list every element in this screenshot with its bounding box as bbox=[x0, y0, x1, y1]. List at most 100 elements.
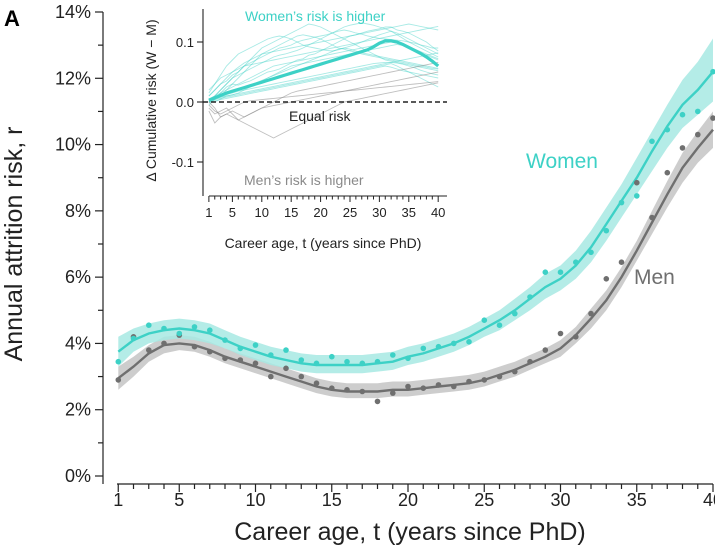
main-x-axis-title: Career age, t (years since PhD) bbox=[234, 518, 586, 546]
men-data-point bbox=[527, 358, 533, 365]
inset-y-tick-label: 0.1 bbox=[176, 35, 194, 50]
inset-x-axis-title: Career age, t (years since PhD) bbox=[225, 235, 422, 251]
main-x-tick-label: 1 bbox=[113, 490, 123, 510]
inset-x-tick-label: 30 bbox=[372, 205, 386, 220]
women-data-point bbox=[390, 352, 396, 358]
inset-women-trace bbox=[208, 61, 439, 100]
women-data-point bbox=[435, 343, 442, 350]
inset-women-trace bbox=[208, 26, 439, 106]
main-data-points bbox=[115, 68, 715, 405]
women-data-point bbox=[649, 138, 655, 145]
men-data-point bbox=[359, 388, 366, 395]
women-data-point bbox=[573, 259, 579, 266]
inset-x-tick-label: 35 bbox=[402, 205, 416, 220]
inset-women-trace bbox=[208, 52, 439, 101]
men-fit-line bbox=[117, 128, 714, 393]
inset-mean-trace bbox=[208, 39, 440, 102]
main-x-tick-label: 10 bbox=[245, 490, 265, 510]
women-data-point bbox=[344, 358, 350, 365]
inset-axes: 0.10.0-0.11 5 10 15 20 25 30 35 40 bbox=[172, 9, 447, 220]
inset-women-trace bbox=[208, 23, 439, 100]
main-x-tick-label: 25 bbox=[474, 490, 494, 510]
panel-label: A bbox=[4, 6, 20, 31]
inset-x-tick-label: 1 bbox=[205, 205, 212, 220]
men-data-point bbox=[634, 179, 640, 186]
men-data-point bbox=[237, 357, 244, 363]
women-data-point bbox=[222, 337, 228, 343]
men-data-point bbox=[390, 390, 396, 396]
women-data-point bbox=[679, 111, 686, 118]
main-x-tick-label: 40 bbox=[703, 490, 715, 510]
men-data-point bbox=[481, 377, 488, 383]
men-data-point bbox=[374, 398, 381, 405]
women-data-point bbox=[664, 126, 671, 133]
women-data-point bbox=[268, 352, 274, 358]
main-y-axis-title: Annual attrition risk, r bbox=[0, 127, 28, 362]
men-data-point bbox=[420, 385, 427, 392]
inset-women-trace bbox=[208, 34, 439, 103]
women-data-point bbox=[420, 345, 427, 352]
main-x-tick-label: 20 bbox=[398, 490, 418, 510]
men-data-point bbox=[573, 334, 579, 340]
women-data-point bbox=[496, 322, 503, 329]
men-data-point bbox=[695, 131, 701, 138]
inset-y-axis-title: Δ Cumulative risk (W − M) bbox=[143, 19, 159, 181]
women-data-point bbox=[557, 269, 564, 276]
men-data-point bbox=[298, 373, 305, 380]
men-data-point bbox=[557, 330, 564, 337]
women-data-point bbox=[237, 345, 244, 352]
inset-men-trace bbox=[208, 82, 439, 139]
men-data-point bbox=[664, 169, 671, 176]
men-data-point bbox=[191, 343, 198, 350]
women-data-point bbox=[466, 339, 472, 345]
inset-women-trace bbox=[208, 43, 439, 103]
men-data-point bbox=[542, 347, 549, 353]
inset-x-tick-label: 20 bbox=[313, 205, 327, 220]
women-data-point bbox=[191, 324, 198, 330]
women-data-point bbox=[176, 330, 183, 337]
main-x-tick-label: 30 bbox=[550, 490, 570, 510]
women-data-point bbox=[146, 322, 152, 329]
main-fit-lines bbox=[117, 70, 714, 393]
women-fit-line bbox=[117, 70, 714, 367]
women-data-point bbox=[130, 335, 137, 342]
main-y-tick-label: 2% bbox=[65, 400, 91, 420]
inset-women-trace bbox=[208, 23, 439, 97]
main-x-tick-label: 5 bbox=[174, 490, 184, 510]
inset-mean-line bbox=[208, 39, 440, 102]
main-x-tick-label: 15 bbox=[322, 490, 342, 510]
main-y-tick-label: 8% bbox=[65, 201, 91, 221]
inset-x-tick-label: 10 bbox=[255, 205, 269, 220]
men-series-label: Men bbox=[634, 266, 675, 289]
inset-x-tick-label: 25 bbox=[343, 205, 357, 220]
men-data-point bbox=[283, 365, 289, 372]
women-data-point bbox=[512, 310, 518, 317]
women-data-point bbox=[527, 294, 533, 300]
women-data-point bbox=[115, 358, 122, 365]
inset-women-trace bbox=[208, 29, 439, 97]
women-data-point bbox=[329, 353, 335, 360]
men-data-point bbox=[618, 259, 625, 266]
women-data-point bbox=[634, 193, 640, 199]
main-y-tick-label: 12% bbox=[55, 68, 91, 88]
women-data-point bbox=[603, 227, 610, 234]
women-data-point bbox=[451, 340, 457, 347]
men-data-point bbox=[710, 115, 715, 121]
main-y-tick-label: 10% bbox=[55, 135, 91, 155]
women-data-point bbox=[481, 317, 488, 324]
women-data-point bbox=[298, 357, 305, 363]
inset-y-tick-label: 0.0 bbox=[176, 95, 194, 110]
men-data-point bbox=[649, 214, 655, 221]
men-data-point bbox=[451, 383, 457, 390]
women-data-point bbox=[542, 269, 549, 276]
inset-women-trace bbox=[208, 25, 439, 91]
men-data-point bbox=[146, 347, 152, 353]
inset-plot: Equal risk Women’s risk is higher Men’s … bbox=[140, 0, 452, 262]
inset-trace-lines bbox=[208, 22, 439, 139]
men-data-point bbox=[466, 378, 472, 385]
inset-men-trace bbox=[208, 71, 439, 121]
men-higher-annotation: Men’s risk is higher bbox=[244, 172, 364, 188]
women-data-point bbox=[710, 68, 715, 75]
men-data-point bbox=[435, 382, 442, 388]
men-data-point bbox=[207, 348, 213, 355]
